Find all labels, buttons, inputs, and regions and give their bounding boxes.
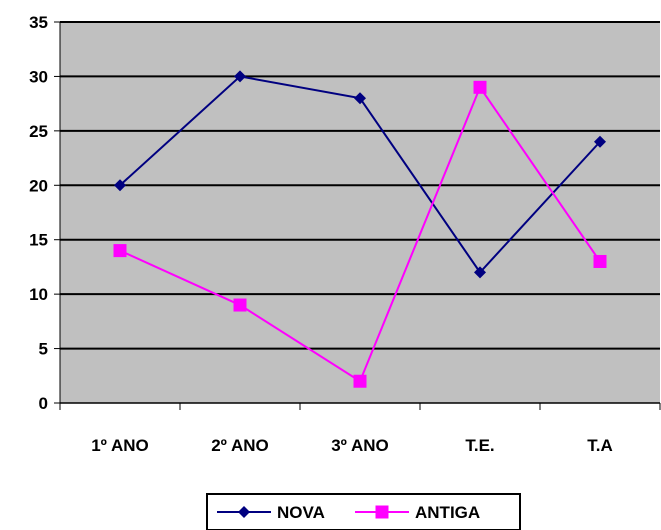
data-point-nova: [354, 92, 366, 105]
data-point-nova: [474, 266, 486, 279]
x-axis-ticks: 1º ANO 2º ANO 3º ANO T.E. T.A: [59, 403, 661, 455]
data-point-nova: [114, 179, 126, 192]
legend-marker-nova: [238, 506, 250, 518]
plot-area: [60, 22, 660, 403]
y-tick-label: 15: [29, 231, 48, 250]
legend-marker-antiga: [375, 505, 389, 519]
legend: NOVA ANTIGA: [206, 493, 521, 530]
data-point-antiga: [113, 244, 127, 258]
y-tick-label: 20: [29, 176, 48, 195]
x-tick-label: 3º ANO: [331, 436, 389, 455]
x-tick-label: 2º ANO: [211, 436, 269, 455]
y-tick-label: 10: [29, 285, 48, 304]
legend-label-nova: NOVA: [277, 503, 325, 522]
y-tick-label: 30: [29, 67, 48, 86]
x-tick-label: 1º ANO: [91, 436, 149, 455]
axes: [59, 22, 660, 404]
series-group: [113, 70, 607, 388]
data-point-antiga: [473, 80, 487, 94]
y-tick-label: 25: [29, 122, 48, 141]
data-point-antiga: [593, 254, 607, 268]
y-tick-label: 0: [39, 394, 48, 413]
data-point-nova: [594, 135, 606, 148]
y-tick-label: 35: [29, 13, 48, 32]
gridlines: [60, 21, 660, 350]
x-tick-label: T.A: [587, 436, 613, 455]
data-point-nova: [234, 70, 246, 83]
y-tick-label: 5: [39, 340, 48, 359]
data-point-antiga: [353, 374, 367, 388]
data-point-antiga: [233, 298, 247, 312]
y-axis-ticks: 0 5 10 15 20 25 30 35: [29, 13, 60, 413]
x-tick-label: T.E.: [465, 436, 494, 455]
legend-label-antiga: ANTIGA: [415, 503, 480, 522]
